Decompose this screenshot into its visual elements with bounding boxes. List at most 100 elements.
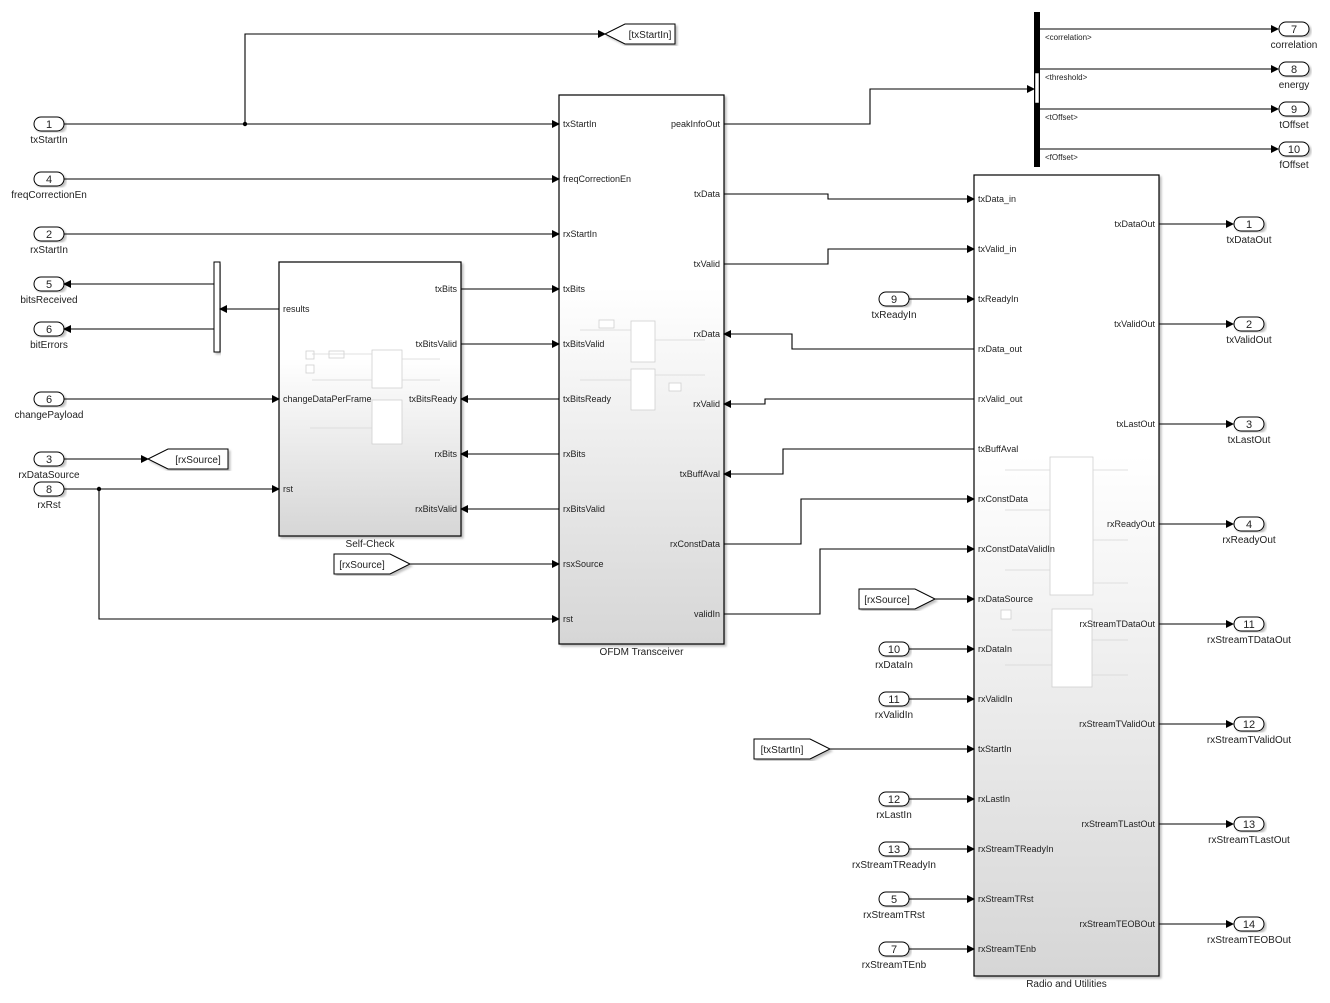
subsystem-preview (598, 319, 615, 329)
port-label-out: txBuffAval (680, 469, 720, 479)
inport-7[interactable]: 10 rxDataIn (875, 641, 913, 671)
port-oval (1233, 816, 1265, 832)
port-number: 14 (1243, 919, 1255, 931)
outport-11[interactable]: 12 rxStreamTValidOut (1207, 716, 1292, 746)
goto-txStartIn[interactable]: [txStartIn] (603, 23, 676, 45)
port-number: 6 (46, 324, 52, 336)
outport-0[interactable]: 5 bitsReceived (20, 276, 78, 306)
outport-13[interactable]: 14 rxStreamTEOBOut (1207, 916, 1291, 946)
port-label-out: rxStreamTLastOut (1081, 819, 1155, 829)
from-rxSource-ofdm[interactable]: [rxSource] (333, 553, 412, 575)
outport-2[interactable]: 7 correlation (1271, 21, 1318, 51)
inport-5[interactable]: 8 rxRst (33, 481, 65, 511)
port-number: 12 (1243, 719, 1255, 731)
signal-line[interactable] (724, 495, 975, 545)
port-label-in: rxValid_out (978, 394, 1023, 404)
signal-line[interactable] (723, 398, 974, 408)
bus-signal-label: <fOffset> (1045, 153, 1078, 162)
port-oval (1233, 916, 1265, 932)
inport-12[interactable]: 7 rxStreamTEnb (862, 941, 927, 971)
port-label: rxStreamTValidOut (1207, 735, 1292, 746)
outport-6[interactable]: 1 txDataOut (1226, 216, 1272, 246)
block-radio[interactable]: txData_in txValid_in txReadyIn rxData_outrx… (973, 174, 1160, 990)
outport-7[interactable]: 2 txValidOut (1226, 316, 1272, 346)
port-label: rxStartIn (30, 245, 68, 256)
port-label: txReadyIn (871, 310, 916, 321)
inport-0[interactable]: 1 txStartIn (30, 116, 68, 146)
from-txStartIn-radio[interactable]: [txStartIn] (753, 738, 832, 760)
port-number: 11 (888, 694, 899, 706)
port-label-in: rxStreamTRst (978, 894, 1034, 904)
inport-8[interactable]: 11 rxValidIn (875, 691, 913, 721)
inport-2[interactable]: 2 rxStartIn (30, 226, 68, 256)
subsystem-preview (371, 399, 403, 445)
block-ofdm[interactable]: txStartIn freqCorrectionEn rxStartIn txBits… (558, 94, 725, 658)
port-number: 12 (888, 794, 900, 806)
outport-3[interactable]: 8 energy (1278, 61, 1310, 91)
port-label-in: changeDataPerFrame (283, 394, 372, 404)
inport-1[interactable]: 4 freqCorrectionEn (11, 171, 87, 201)
block-body[interactable] (278, 261, 462, 537)
tag-label: [txStartIn] (629, 30, 672, 41)
port-label-out: rxStreamTEOBOut (1079, 919, 1155, 929)
signal-line[interactable] (724, 193, 975, 203)
subsystem-preview (371, 349, 403, 389)
port-label: rxStreamTEOBOut (1207, 935, 1291, 946)
bus-demux-bar[interactable] (213, 261, 221, 353)
block-name: OFDM Transceiver (600, 647, 685, 658)
port-label-out: peakInfoOut (671, 119, 721, 129)
inport-11[interactable]: 5 rxStreamTRst (863, 891, 925, 921)
port-number: 8 (1291, 64, 1297, 76)
inport-3[interactable]: 6 changePayload (15, 391, 84, 421)
port-label: txDataOut (1226, 235, 1271, 246)
inport-10[interactable]: 13 rxStreamTReadyIn (852, 841, 936, 871)
signal-line[interactable] (724, 245, 975, 265)
outport-10[interactable]: 11 rxStreamTDataOut (1207, 616, 1291, 646)
outport-12[interactable]: 13 rxStreamTLastOut (1208, 816, 1290, 846)
signal-line[interactable] (724, 85, 1035, 125)
port-oval (1233, 716, 1265, 732)
outport-5[interactable]: 10 fOffset (1278, 141, 1310, 171)
signal-line[interactable] (724, 545, 975, 615)
port-oval (1278, 21, 1310, 37)
port-number: 5 (46, 279, 52, 291)
inport-9[interactable]: 12 rxLastIn (876, 791, 912, 821)
signal-line[interactable] (723, 330, 974, 350)
block-self_check[interactable]: results changeDataPerFrame rst txBits txBits… (278, 261, 462, 550)
port-label-out: txValid (694, 259, 720, 269)
outport-8[interactable]: 3 txLastOut (1228, 416, 1271, 446)
subsystem-preview (668, 382, 682, 392)
port-oval (1233, 316, 1265, 332)
port-label: fOffset (1279, 160, 1308, 171)
port-number: 4 (1246, 519, 1252, 531)
outport-1[interactable]: 6 bitErrors (30, 321, 68, 351)
block-name: Self-Check (346, 539, 396, 550)
port-oval (1278, 61, 1310, 77)
port-number: 7 (891, 944, 897, 956)
port-number: 10 (888, 644, 900, 656)
port-oval (1233, 616, 1265, 632)
subsystem-preview (328, 350, 345, 359)
port-label-out: txBits (435, 284, 458, 294)
signal-line[interactable] (98, 489, 560, 623)
port-label-in: txBuffAval (978, 444, 1018, 454)
port-label-in: txBits (563, 284, 586, 294)
port-label-out: txDataOut (1114, 219, 1155, 229)
port-oval (1278, 101, 1310, 117)
port-label: rxLastIn (876, 810, 912, 821)
signal-line[interactable] (723, 448, 974, 478)
signal-line[interactable] (244, 30, 606, 124)
inport-6[interactable]: 9 txReadyIn (871, 291, 917, 321)
port-number: 5 (891, 894, 897, 906)
goto-rxSource[interactable]: [rxSource] (146, 448, 229, 470)
port-oval (1233, 216, 1265, 232)
outport-9[interactable]: 4 rxReadyOut (1222, 516, 1276, 546)
outport-4[interactable]: 9 tOffset (1278, 101, 1310, 131)
inport-4[interactable]: 3 rxDataSource (18, 451, 80, 481)
port-label: txStartIn (30, 135, 67, 146)
port-oval (1233, 416, 1265, 432)
port-label-in: rxBitsValid (563, 504, 605, 514)
from-rxSource-radio[interactable]: [rxSource] (858, 588, 937, 610)
port-label: bitErrors (30, 340, 68, 351)
port-number: 8 (46, 484, 52, 496)
